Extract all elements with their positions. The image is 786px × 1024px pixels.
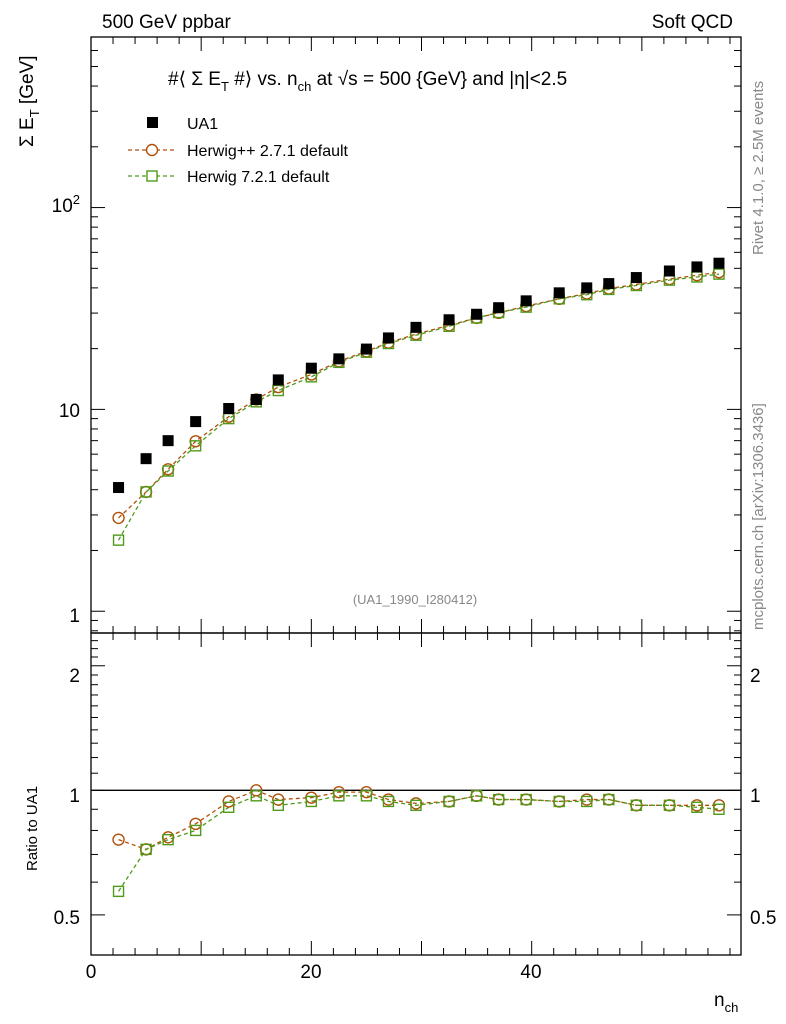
point-ua1 [140,453,152,465]
point-herwigpp [112,511,125,525]
point-ua1 [443,314,455,326]
point-ua1 [305,362,317,374]
point-ua1 [691,261,703,273]
ratio-tick-label-2: 2 [69,666,80,687]
point-ua1 [333,353,345,365]
ratio-point-herwig7 [360,790,373,802]
x-tick-label-0: 0 [86,962,97,983]
ratio-point-herwigpp [161,831,175,844]
ratio-point-herwigpp [272,793,285,806]
x-axis-label: nch [714,990,738,1015]
ratio-point-herwig7 [553,795,565,808]
point-ua1 [553,287,565,299]
ratio-point-herwig7 [581,795,593,808]
point-ua1 [113,482,125,494]
ratio-tick-label-2-right: 2 [750,666,761,687]
point-ua1 [493,302,505,314]
legend-label-herwig7: Herwig 7.2.1 default [187,169,330,186]
ratio-point-herwigpp [189,817,202,831]
legend-label-herwigpp: Herwig++ 2.7.1 default [187,143,349,160]
y-tick-label-10: 10 [59,401,80,422]
mcplots-label: mcplots.cern.ch [arXiv:1306.3436] [750,403,767,630]
ratio-tick-label-0.5: 0.5 [54,908,80,929]
point-ua1 [223,403,235,415]
legend-label-ua1: UA1 [187,116,218,133]
ratio-point-herwig7 [630,799,643,812]
ratio-point-herwig7 [382,795,395,808]
analysis-watermark: (UA1_1990_I280412) [353,592,477,607]
point-ua1 [663,265,675,277]
rivet-label: Rivet 4.1.0, ≥ 2.5M events [750,81,767,255]
ratio-point-herwig7 [250,790,262,802]
ratio-point-herwig7 [272,799,284,812]
ratio-tick-label-1: 1 [69,786,80,807]
point-herwig7 [112,534,125,546]
point-herwig7 [162,465,174,477]
ratio-point-herwig7 [333,790,345,802]
ratio-point-herwig7 [140,843,152,856]
ratio-point-herwig7 [443,795,455,808]
legend: UA1 Herwig++ 2.7.1 default Herwig 7.2.1 … [128,116,349,186]
legend-marker-herwig7 [146,170,158,182]
chart-title: #⟨ Σ ET #⟩ vs. nch at √s = 500 {GeV} and… [168,69,567,94]
point-ua1 [713,257,725,269]
point-herwig7 [713,268,725,280]
point-herwig7 [140,486,152,498]
ratio-point-herwig7 [603,793,615,806]
ratio-point-herwig7 [470,790,483,802]
ratio-point-herwig7 [691,801,703,813]
point-ua1 [603,278,615,290]
ratio-plot-frame [90,632,742,956]
point-ua1 [410,321,422,333]
ratio-point-herwig7 [305,795,318,808]
point-ua1 [382,332,394,344]
ratio-point-herwig7 [162,833,174,846]
legend-marker-herwigpp [145,143,159,157]
ratio-point-herwig7 [410,799,422,812]
point-ua1 [630,272,642,284]
ratio-point-herwig7 [520,793,532,806]
point-herwig7 [272,384,284,397]
series-line-herwig7 [117,273,720,541]
point-herwig7 [189,440,202,452]
point-ua1 [250,393,262,405]
y-axis-label: Σ ET [GeV] [17,55,42,147]
ratio-point-herwig7 [189,824,202,837]
point-ua1 [520,295,532,307]
ratio-point-herwig7 [663,799,676,812]
header-left: 500 GeV ppbar [102,12,232,33]
point-ua1 [581,282,593,294]
point-ua1 [360,343,372,355]
point-ua1 [190,416,202,428]
point-ua1 [471,308,483,320]
ratio-point-herwig7 [223,801,235,813]
ratio-point-herwigpp [112,833,125,846]
ratio-tick-label-1-right: 1 [750,786,761,807]
ratio-point-herwig7 [112,885,125,898]
series-line-herwigpp [118,271,720,519]
ratio-y-axis-label: Ratio to UA1 [24,786,41,871]
ratio-tick-label-0.5-right: 0.5 [750,908,776,929]
header-right: Soft QCD [652,12,733,33]
y-tick-label-1: 1 [69,606,80,627]
ratio-point-herwigpp [222,795,235,808]
legend-marker-ua1 [147,117,158,128]
x-tick-label-40: 40 [520,962,541,983]
ratio-point-herwig7 [713,803,725,815]
point-ua1 [162,435,174,447]
y-tick-label-100: 102 [52,192,80,217]
ratio-point-herwig7 [492,793,505,806]
point-ua1 [272,374,284,386]
x-tick-label-20: 20 [300,962,321,983]
ratio-line-herwig7 [117,795,720,892]
